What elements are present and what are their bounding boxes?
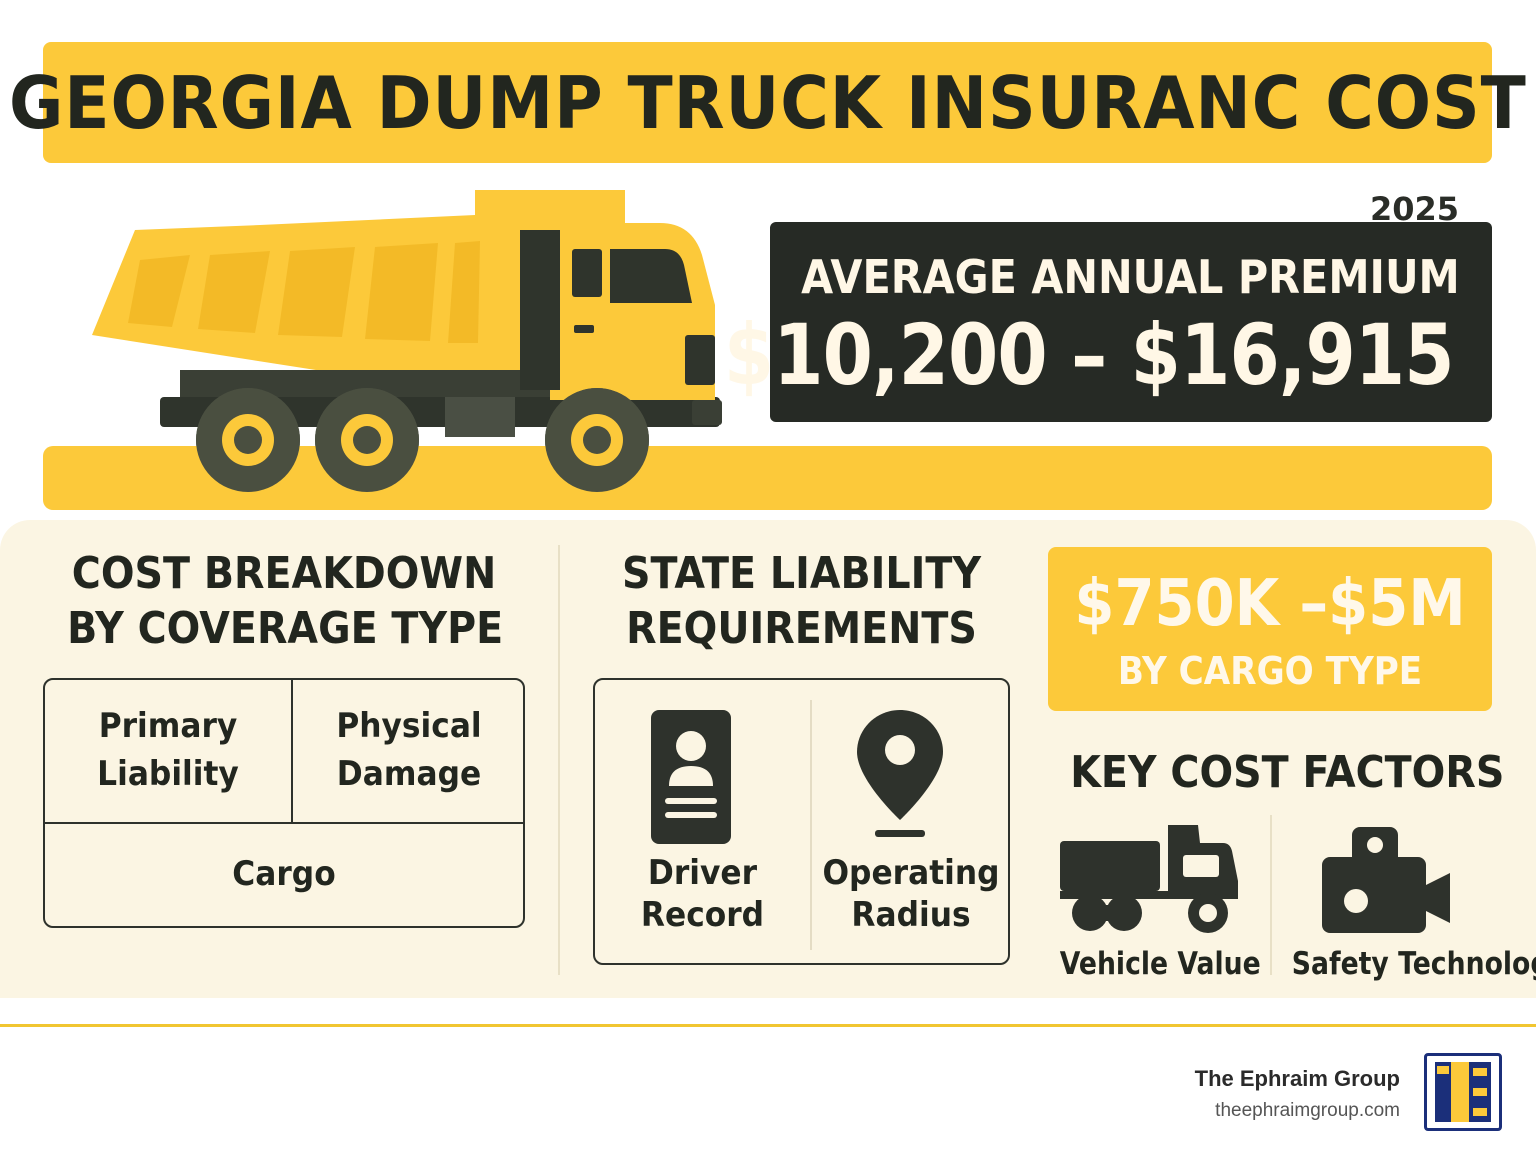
cell-physical-damage: Physical Damage <box>336 706 482 794</box>
dump-truck-icon <box>1060 825 1238 933</box>
footer-divider <box>0 1024 1536 1027</box>
premium-label: AVERAGE ANNUAL PREMIUM <box>801 250 1460 304</box>
premium-year: 2025 <box>1370 190 1460 228</box>
driver-id-icon <box>651 710 731 844</box>
factor-divider <box>1270 815 1272 975</box>
cargo-limit-label: BY CARGO TYPE <box>1117 649 1423 693</box>
truck-wheels-overlay <box>196 388 649 492</box>
requirements-panel: Driver Record Operating Radius <box>593 678 1010 965</box>
ephraim-group-logo <box>1424 1053 1502 1131</box>
truck-dump-bed <box>92 190 625 395</box>
label-safety-technology: Safety Technology <box>1291 946 1536 982</box>
cargo-limit-value: $750K –$5M <box>1074 567 1466 641</box>
coverage-type-table: Primary Liability Physical Damage Cargo <box>43 678 525 928</box>
column-divider <box>558 545 560 975</box>
premium-value: $10,200 – $16,915 <box>724 306 1455 404</box>
requirements-section-title: STATE LIABILITY REQUIREMENTS <box>621 548 982 654</box>
cell-cargo: Cargo <box>232 854 336 894</box>
location-pin-icon <box>857 710 943 837</box>
factors-section-title: KEY COST FACTORS <box>1070 747 1505 798</box>
label-vehicle-value: Vehicle Value <box>1059 946 1261 982</box>
brand-name: The Ephraim Group <box>1194 1066 1400 1091</box>
page-title: GEORGIA DUMP TRUCK INSURANC COST <box>8 60 1527 145</box>
cargo-limit-panel: $750K –$5M BY CARGO TYPE <box>1048 547 1492 711</box>
average-premium-panel: AVERAGE ANNUAL PREMIUM $10,200 – $16,915 <box>724 222 1492 422</box>
coverage-section-title: COST BREAKDOWN BY COVERAGE TYPE <box>67 548 504 654</box>
label-operating-radius: Operating Radius <box>822 853 1000 935</box>
cell-primary-liability: Primary Liability <box>97 706 239 794</box>
brand-url[interactable]: theephraimgroup.com <box>1215 1100 1400 1121</box>
title-banner: GEORGIA DUMP TRUCK INSURANC COST <box>9 42 1525 163</box>
dashcam-icon <box>1322 827 1450 933</box>
label-driver-record: Driver Record <box>640 853 765 935</box>
